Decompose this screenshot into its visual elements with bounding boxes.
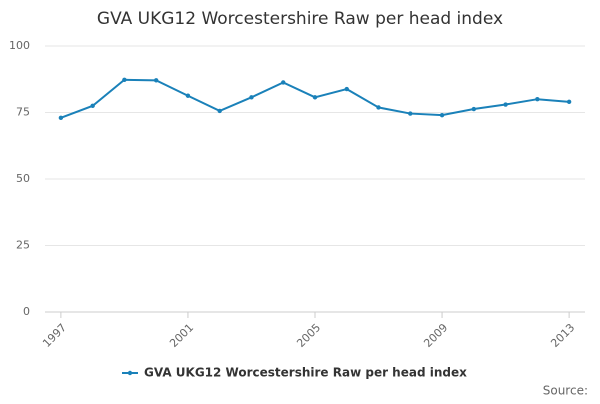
- y-tick-label: 75: [16, 106, 30, 119]
- y-tick-label: 100: [9, 39, 30, 52]
- legend-marker: [127, 370, 133, 376]
- x-tick-label: 2009: [421, 321, 450, 350]
- data-point: [312, 95, 318, 100]
- data-point: [58, 115, 64, 121]
- data-point: [408, 111, 413, 116]
- data-point: [249, 95, 254, 100]
- data-point: [376, 105, 381, 110]
- data-point: [439, 112, 445, 118]
- data-point: [344, 86, 349, 92]
- legend-label: GVA UKG12 Worcestershire Raw per head in…: [144, 366, 467, 380]
- data-point: [217, 108, 222, 114]
- data-point: [153, 78, 159, 83]
- y-tick-label: 50: [16, 172, 30, 185]
- y-tick-label: 25: [16, 239, 30, 252]
- y-tick-label: 0: [23, 305, 30, 318]
- data-point: [566, 99, 572, 105]
- x-tick-label: 2001: [167, 321, 196, 350]
- data-point: [281, 80, 286, 85]
- chart-title: GVA UKG12 Worcestershire Raw per head in…: [97, 9, 503, 29]
- data-point: [122, 77, 127, 82]
- data-point: [535, 97, 540, 102]
- data-point: [471, 106, 477, 112]
- source-label: Source:: [543, 384, 588, 398]
- x-tick-label: 1997: [40, 321, 69, 350]
- x-tick-label: 2013: [548, 321, 577, 350]
- data-point: [185, 93, 191, 98]
- data-point: [503, 102, 508, 107]
- x-tick-label: 2005: [294, 321, 323, 350]
- data-point: [90, 103, 95, 109]
